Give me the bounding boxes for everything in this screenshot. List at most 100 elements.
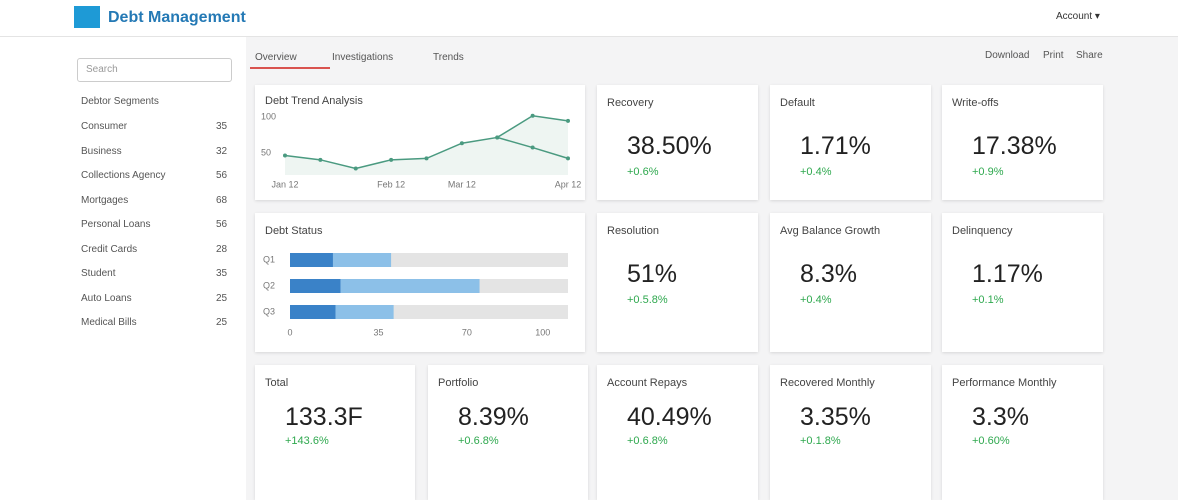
kpi-change: +0.4% bbox=[800, 294, 832, 306]
sidebar-heading: Debtor Segments bbox=[81, 96, 159, 107]
user-menu[interactable]: Account ▾ bbox=[1056, 11, 1100, 22]
x-tick-label: Apr 12 bbox=[555, 179, 582, 189]
kpi-card: Portfolio 8.39% +0.6.8% bbox=[428, 365, 588, 500]
kpi-title: Resolution bbox=[607, 225, 659, 237]
bar bbox=[290, 253, 333, 267]
tab[interactable]: Overview bbox=[255, 52, 297, 63]
kpi-value: 8.3% bbox=[800, 260, 857, 288]
sidebar-count: 68 bbox=[216, 194, 228, 206]
x-tick-label: Jan 12 bbox=[271, 179, 298, 189]
kpi-card: Delinquency 1.17% +0.1% bbox=[942, 213, 1103, 352]
sidebar-item[interactable]: Mortgages bbox=[81, 194, 129, 206]
logo bbox=[74, 6, 100, 28]
line-point bbox=[353, 166, 358, 171]
kpi-value: 38.50% bbox=[627, 132, 712, 160]
bar-chart-card: Debt Status Q1 Q2 Q3 0 35 70 100 bbox=[255, 213, 585, 352]
kpi-card: Recovery 38.50% +0.6% bbox=[597, 85, 758, 200]
sidebar-count: 28 bbox=[216, 243, 228, 255]
sidebar-count: 56 bbox=[216, 170, 228, 181]
kpi-change: +0.1.8% bbox=[800, 435, 841, 447]
kpi-title: Write-offs bbox=[952, 97, 999, 109]
kpi-value: 40.49% bbox=[627, 403, 712, 431]
y-tick-label: Q1 bbox=[263, 254, 275, 264]
sidebar-item[interactable]: Personal Loans bbox=[81, 219, 151, 230]
sidebar-count: 35 bbox=[216, 268, 228, 279]
line-point bbox=[530, 145, 535, 150]
sidebar-count: 56 bbox=[216, 219, 228, 230]
line-point bbox=[389, 157, 394, 162]
line-point bbox=[566, 118, 570, 123]
sidebar-item[interactable]: Student bbox=[81, 268, 116, 279]
tab[interactable]: Investigations bbox=[332, 52, 394, 63]
kpi-value: 1.71% bbox=[800, 132, 871, 160]
sidebar-count: 25 bbox=[216, 317, 228, 328]
sidebar-item[interactable]: Consumer bbox=[81, 121, 128, 132]
bar bbox=[332, 253, 392, 267]
x-tick-label: 100 bbox=[535, 327, 550, 337]
line-chart-card: Debt Trend Analysis 50 100 Jan 12 Feb 12 Mar … bbox=[255, 85, 585, 200]
line-point bbox=[283, 153, 287, 158]
line-point bbox=[459, 141, 464, 146]
kpi-title: Performance Monthly bbox=[952, 377, 1057, 389]
x-tick-label: 35 bbox=[373, 327, 383, 337]
header: Debt Management Account ▾ bbox=[0, 0, 1178, 37]
kpi-change: +0.6.8% bbox=[458, 435, 499, 447]
kpi-card: Avg Balance Growth 8.3% +0.4% bbox=[770, 213, 931, 352]
kpi-change: +0.9% bbox=[972, 166, 1004, 178]
kpi-title: Total bbox=[265, 377, 289, 389]
kpi-card: Performance Monthly 3.3% +0.60% bbox=[942, 365, 1103, 500]
kpi-value: 3.35% bbox=[800, 403, 871, 431]
x-tick-label: Mar 12 bbox=[448, 179, 476, 189]
bar-chart: Q1 Q2 Q3 0 35 70 100 bbox=[263, 253, 568, 337]
kpi-title: Delinquency bbox=[952, 225, 1013, 237]
kpi-title: Avg Balance Growth bbox=[780, 225, 881, 237]
kpi-value: 17.38% bbox=[972, 132, 1057, 160]
sidebar-item[interactable]: Business bbox=[81, 145, 122, 157]
chart-title: Debt Trend Analysis bbox=[265, 95, 363, 107]
kpi-change: +143.6% bbox=[285, 435, 329, 447]
kpi-card: Write-offs 17.38% +0.9% bbox=[942, 85, 1103, 200]
chart-title: Debt Status bbox=[265, 225, 323, 237]
kpi-value: 133.3F bbox=[285, 403, 363, 431]
kpi-value: 8.39% bbox=[458, 403, 529, 431]
action[interactable]: Download bbox=[985, 50, 1030, 61]
kpi-value: 3.3% bbox=[972, 403, 1029, 431]
line-point bbox=[318, 157, 323, 162]
kpi-change: +0.60% bbox=[972, 435, 1010, 447]
line-point bbox=[424, 156, 429, 161]
kpi-title: Portfolio bbox=[438, 377, 479, 389]
sidebar-count: 25 bbox=[216, 292, 228, 304]
action[interactable]: Share bbox=[1076, 50, 1103, 61]
sidebar-item[interactable]: Medical Bills bbox=[81, 317, 137, 328]
line-point bbox=[495, 135, 500, 140]
kpi-change: +0.4% bbox=[800, 166, 832, 178]
kpi-change: +0.6.8% bbox=[627, 435, 668, 447]
kpi-card: Recovered Monthly 3.35% +0.1.8% bbox=[770, 365, 931, 500]
sidebar-item[interactable]: Credit Cards bbox=[81, 243, 138, 255]
app-title: Debt Management bbox=[108, 9, 246, 26]
y-tick-label: 100 bbox=[261, 112, 276, 122]
kpi-card: Account Repays 40.49% +0.6.8% bbox=[597, 365, 758, 500]
search-box[interactable]: Search bbox=[77, 58, 232, 82]
kpi-title: Default bbox=[780, 97, 815, 109]
kpi-title: Account Repays bbox=[607, 377, 688, 389]
kpi-title: Recovered Monthly bbox=[780, 377, 875, 389]
y-tick-label: Q2 bbox=[263, 280, 275, 290]
x-tick-label: Feb 12 bbox=[377, 179, 405, 189]
kpi-card: Resolution 51% +0.5.8% bbox=[597, 213, 758, 352]
action[interactable]: Print bbox=[1043, 50, 1064, 61]
sidebar-item[interactable]: Auto Loans bbox=[81, 292, 132, 304]
sidebar-item[interactable]: Collections Agency bbox=[81, 170, 166, 181]
x-tick-label: 70 bbox=[462, 327, 472, 337]
x-tick-label: 0 bbox=[287, 327, 292, 337]
kpi-value: 51% bbox=[627, 260, 678, 288]
line-chart: 50 100 Jan 12 Feb 12 Mar 12 Apr 12 bbox=[261, 112, 582, 190]
tab[interactable]: Trends bbox=[433, 52, 464, 63]
kpi-title: Recovery bbox=[607, 97, 654, 109]
sidebar-count: 32 bbox=[216, 145, 228, 157]
bar bbox=[335, 305, 394, 319]
line-point bbox=[566, 156, 570, 161]
kpi-card: Total 133.3F +143.6% bbox=[255, 365, 415, 500]
y-tick-label: 50 bbox=[261, 148, 271, 158]
